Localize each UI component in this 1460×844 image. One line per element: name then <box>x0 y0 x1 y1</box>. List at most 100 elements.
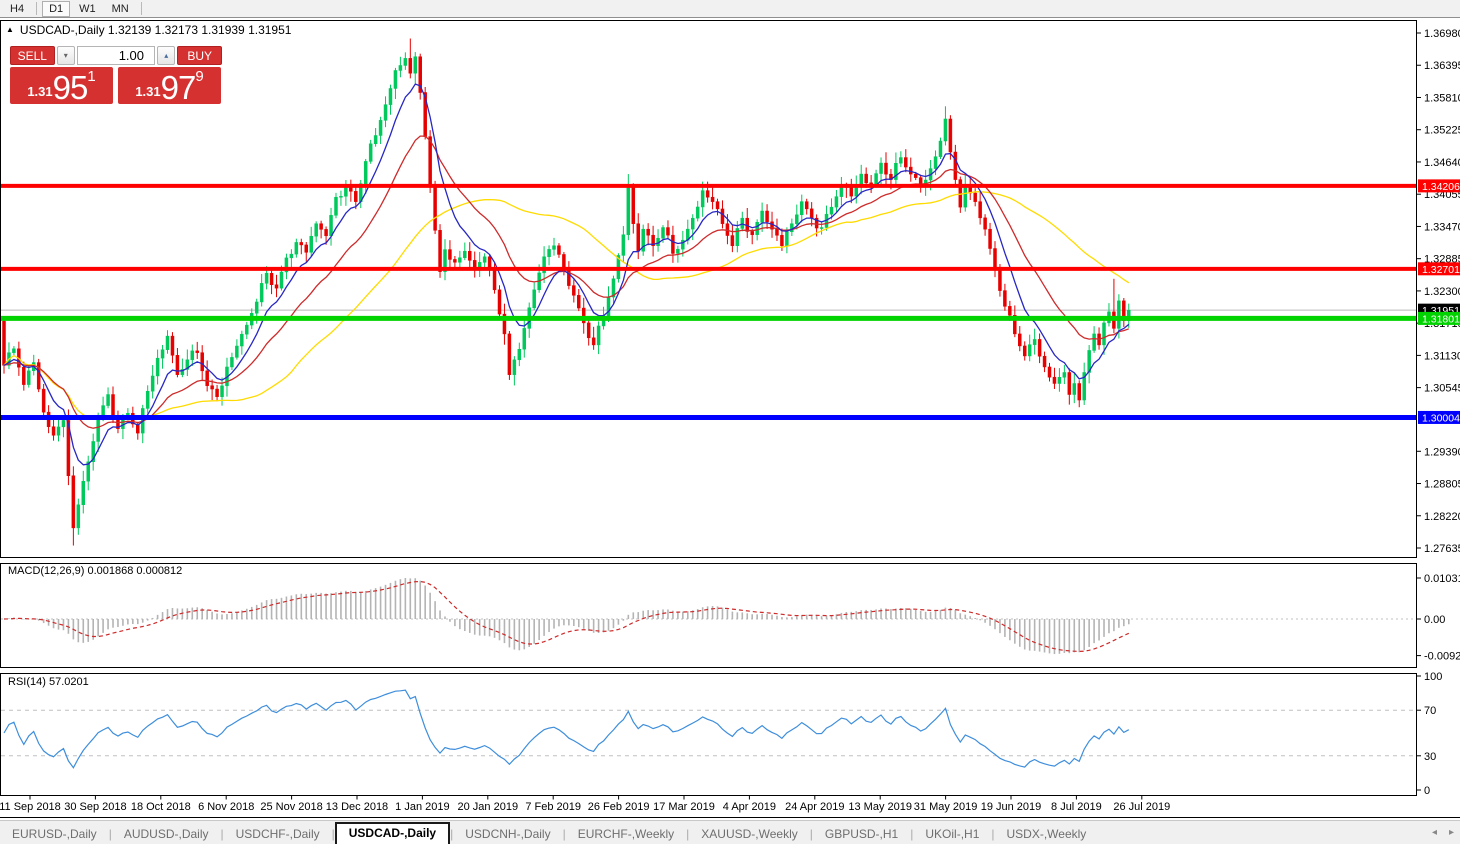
date-axis-label: 30 Sep 2018 <box>64 801 126 813</box>
rsi-pane[interactable] <box>1 689 1416 769</box>
tab-eurchf-weekly[interactable]: EURCHF-,Weekly <box>577 827 675 841</box>
macd-axis-label: -0.009203 <box>1424 651 1460 663</box>
timeframe-button-mn[interactable]: MN <box>111 2 129 15</box>
chart-tab-bar: EURUSD-,Daily | AUDUSD-,Daily | USDCHF-,Dail… <box>0 820 1460 844</box>
date-axis-label: 8 Jul 2019 <box>1051 801 1102 813</box>
rsi-indicator-label: RSI(14) 57.0201 <box>8 676 89 688</box>
buy-price-sup: 9 <box>195 68 204 85</box>
date-axis-label: 13 May 2019 <box>848 801 912 813</box>
tab-separator: | <box>809 827 813 841</box>
tab-usdchf-daily[interactable]: USDCHF-,Daily <box>235 827 320 841</box>
rsi-axis-label: 70 <box>1424 705 1436 717</box>
price-axis-label: 1.36980 <box>1424 28 1460 40</box>
date-axis-label: 26 Jul 2019 <box>1113 801 1170 813</box>
tab-separator: | <box>220 827 224 841</box>
chevron-down-icon: ▾ <box>63 51 68 60</box>
sell-price-panel[interactable]: 1.31 95 1 <box>10 67 113 104</box>
tab-separator: | <box>562 827 566 841</box>
date-axis-label: 31 May 2019 <box>914 801 978 813</box>
date-axis-label: 1 Jan 2019 <box>395 801 449 813</box>
price-pane[interactable] <box>1 38 1416 546</box>
buy-price-panel[interactable]: 1.31 97 9 <box>118 67 221 104</box>
tab-audusd-daily[interactable]: AUDUSD-,Daily <box>123 827 209 841</box>
price-axis-label: 1.28220 <box>1424 511 1460 523</box>
toolbar-separator <box>36 2 38 15</box>
buy-price-prefix: 1.31 <box>135 84 161 99</box>
buy-price-big: 97 <box>160 69 197 106</box>
price-axis-label: 1.34640 <box>1424 157 1460 169</box>
macd-signal-line <box>3 580 1130 653</box>
date-axis-label: 19 Jun 2019 <box>981 801 1042 813</box>
tab-separator: | <box>991 827 995 841</box>
chart-window: 1.36980 1.36395 1.35810 1.35225 1.34640 1.340… <box>0 20 1460 818</box>
price-axis-label: 1.32300 <box>1424 286 1460 298</box>
price-axis-label: 1.35225 <box>1424 125 1460 137</box>
price-level-tag <box>1418 311 1460 325</box>
date-axis-label: 4 Apr 2019 <box>723 801 776 813</box>
chart-canvas[interactable]: 1.369801.363951.358101.352251.346401.340… <box>0 20 1460 818</box>
tab-usdcad-daily[interactable]: USDCAD-,Daily <box>334 822 451 844</box>
tab-xauusd-weekly[interactable]: XAUUSD-,Weekly <box>701 827 798 841</box>
macd-axis-label: 0.010311 <box>1424 573 1460 585</box>
price-axis-label: 1.33470 <box>1424 221 1460 233</box>
price-axis-label: 1.31130 <box>1424 350 1460 362</box>
timeframe-button-h4[interactable]: H4 <box>10 2 25 15</box>
date-axis-label: 25 Nov 2018 <box>260 801 322 813</box>
tab-separator: | <box>331 827 335 841</box>
rsi-axis-label: 0 <box>1424 785 1430 797</box>
date-axis-label: 26 Feb 2019 <box>588 801 650 813</box>
timeframe-button-d1[interactable]: D1 <box>42 0 71 17</box>
macd-indicator-label: MACD(12,26,9) 0.001868 0.000812 <box>8 565 183 577</box>
timeframe-button-w1[interactable]: W1 <box>79 2 96 15</box>
tab-scroll-left-icon[interactable]: ◂ <box>1431 827 1437 838</box>
date-axis-label: 13 Dec 2018 <box>326 801 388 813</box>
price-level-tag-label: 1.31801 <box>1422 313 1460 325</box>
macd-pane[interactable] <box>1 578 1416 655</box>
volume-input[interactable] <box>77 46 155 65</box>
tab-eurusd-daily[interactable]: EURUSD-,Daily <box>12 827 97 841</box>
price-axis-label: 1.28805 <box>1424 479 1460 491</box>
price-level-tag <box>1418 179 1460 193</box>
rsi-pane-frame <box>0 673 1417 796</box>
macd-pane-frame <box>0 563 1417 668</box>
sell-price-prefix: 1.31 <box>27 84 53 99</box>
price-axis-label: 1.36395 <box>1424 60 1460 72</box>
chart-title-text: USDCAD-,Daily 1.32139 1.32173 1.31939 1.… <box>19 23 292 37</box>
date-axis-label: 24 Apr 2019 <box>785 801 844 813</box>
tab-separator: | <box>108 827 112 841</box>
tab-separator: | <box>910 827 914 841</box>
price-level-tag <box>1418 262 1460 276</box>
tab-separator: | <box>686 827 690 841</box>
toolbar-separator <box>140 2 142 15</box>
price-level-tag <box>1418 410 1460 424</box>
tab-scroll-right-icon[interactable]: ▸ <box>1448 827 1454 838</box>
rsi-axis-label: 100 <box>1424 671 1442 683</box>
date-axis-label: 11 Sep 2018 <box>0 801 61 813</box>
date-axis-label: 6 Nov 2018 <box>198 801 254 813</box>
price-level-tag-label: 1.34206 <box>1422 181 1460 193</box>
collapse-panel-icon[interactable]: ▲ <box>6 25 14 34</box>
sell-price-big: 95 <box>52 69 89 106</box>
price-axis-label: 1.35810 <box>1424 92 1460 104</box>
moving-average-line <box>3 191 1130 420</box>
tab-usdx-weekly[interactable]: USDX-,Weekly <box>1006 827 1087 841</box>
timeframe-toolbar: H4 D1 W1 MN <box>0 0 1460 18</box>
date-axis-label: 18 Oct 2018 <box>131 801 191 813</box>
chevron-up-icon: ▴ <box>164 51 169 60</box>
sell-button[interactable]: SELL <box>10 46 55 65</box>
chart-title: ▲ USDCAD-,Daily 1.32139 1.32173 1.31939 … <box>6 23 291 37</box>
moving-average-line <box>3 83 1130 466</box>
tab-gbpusd-h1[interactable]: GBPUSD-,H1 <box>824 827 899 841</box>
rsi-axis-label: 30 <box>1424 751 1436 763</box>
date-axis-label: 20 Jan 2019 <box>458 801 519 813</box>
volume-increase-button[interactable]: ▴ <box>157 46 176 65</box>
macd-axis-label: 0.00 <box>1424 614 1445 626</box>
tab-usdcnh-daily[interactable]: USDCNH-,Daily <box>465 827 551 841</box>
buy-button[interactable]: BUY <box>177 46 222 65</box>
volume-decrease-button[interactable]: ▾ <box>56 46 75 65</box>
tab-ukoil-h1[interactable]: UKOil-,H1 <box>925 827 980 841</box>
date-axis-label: 7 Feb 2019 <box>525 801 581 813</box>
price-pane-frame <box>0 20 1417 558</box>
